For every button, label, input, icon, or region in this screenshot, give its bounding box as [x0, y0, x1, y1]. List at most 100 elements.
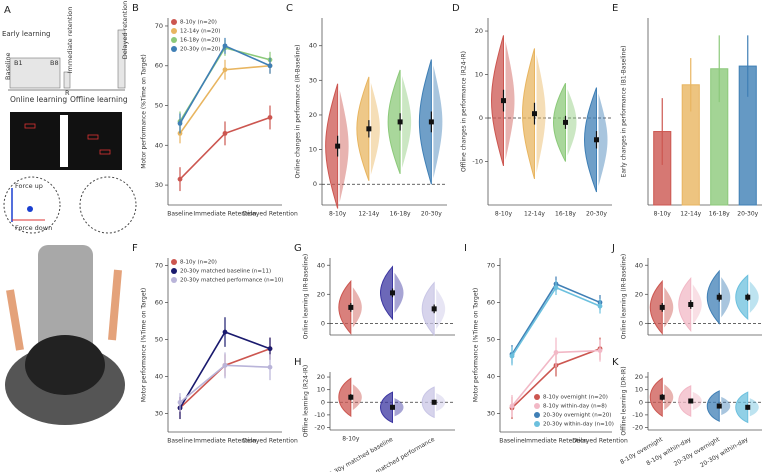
label: Immediate retention	[66, 7, 74, 74]
y-tick-label: 40	[317, 261, 325, 269]
point	[177, 121, 183, 126]
x-tick-label: Delayed Retention	[242, 211, 298, 218]
legend-label: 8-10y (n=20)	[180, 260, 217, 266]
legend-label: 8-10y overnight (n=20)	[543, 395, 608, 401]
y-tick-label: -20	[314, 423, 325, 431]
y-axis-title: Offline changes in performance (R24-IR)	[461, 51, 468, 172]
half-violin	[436, 393, 446, 412]
y-tick-label: 50	[155, 335, 163, 343]
x-tick-label: 8-10y	[342, 436, 360, 443]
y-tick-label: 60	[155, 298, 163, 306]
half-violin	[433, 65, 443, 179]
y-tick-label: 10	[309, 146, 317, 154]
mean	[428, 119, 434, 125]
y-tick-label: 60	[155, 62, 163, 70]
label: Early learning	[2, 30, 50, 38]
y-tick-label: 20	[635, 290, 643, 298]
baseline-block	[9, 57, 61, 89]
half-violin	[380, 265, 393, 321]
half-violin	[649, 377, 663, 418]
point	[177, 399, 183, 405]
mean	[594, 137, 599, 143]
label: Online learning	[10, 95, 67, 104]
panel-label: B	[132, 3, 139, 14]
half-violin	[402, 75, 412, 168]
half-violin	[584, 87, 597, 193]
y-axis-title: Online changes in performance (IR-Baseli…	[295, 45, 302, 179]
half-violin	[706, 390, 720, 422]
y-tick-label: 40	[155, 141, 163, 149]
legend-swatch	[171, 268, 177, 274]
x-tick-label: 20-30y	[586, 211, 607, 218]
half-violin	[491, 35, 504, 166]
y-tick-label: 10	[317, 386, 325, 394]
panel-label: G	[294, 243, 302, 254]
y-tick-label: 40	[155, 372, 163, 380]
person-head	[25, 335, 105, 395]
series-line	[179, 44, 271, 124]
arms	[6, 269, 122, 351]
obstacle	[24, 123, 36, 129]
half-violin	[721, 277, 731, 318]
y-tick-label: -20	[632, 423, 643, 431]
y-tick-label: 0	[479, 114, 483, 122]
half-violin	[370, 82, 380, 175]
y-axis-title: Motor performance (%Time on Target)	[141, 288, 148, 403]
x-tick-label: Baseline	[167, 438, 193, 445]
half-violin	[706, 269, 720, 325]
legend-label: 12-14y (n=20)	[180, 29, 220, 35]
x-tick-label: 8-10y	[495, 211, 513, 218]
y-tick-label: -10	[472, 158, 483, 166]
x-tick-label: 16-18y	[555, 211, 576, 218]
y-tick-label: 40	[487, 372, 495, 380]
legend-swatch	[171, 277, 177, 283]
legend-swatch	[171, 46, 177, 52]
y-tick-label: 10	[635, 386, 643, 394]
ir-block	[63, 71, 71, 89]
point	[509, 353, 515, 359]
zoom-circle	[79, 176, 137, 234]
y-tick-label: 30	[155, 181, 163, 189]
point	[267, 63, 273, 69]
half-violin	[522, 48, 535, 180]
cursor	[27, 206, 33, 212]
x-tick-label: Delayed Retention	[572, 438, 628, 445]
legend-swatch	[171, 19, 177, 25]
mean	[431, 306, 437, 312]
half-violin	[721, 396, 731, 416]
mean	[688, 398, 694, 404]
legend-swatch	[534, 394, 540, 400]
legend-label: 8-10y within-day (n=8)	[543, 404, 607, 410]
y-tick-label: 30	[155, 409, 163, 417]
half-violin	[735, 391, 749, 424]
legend-swatch	[534, 421, 540, 427]
y-axis-title: Offline learning (DR-IR)	[621, 366, 628, 435]
mean	[390, 404, 395, 410]
x-tick-label: Immediate Retention	[193, 438, 256, 445]
y-tick-label: 40	[309, 42, 317, 50]
y-tick-label: 50	[487, 335, 495, 343]
half-violin	[598, 93, 608, 186]
y-tick-label: 0	[639, 398, 643, 406]
y-axis-title: Early changes in performance (B1-Baselin…	[621, 46, 628, 178]
half-violin	[339, 89, 349, 203]
half-violin	[664, 384, 674, 411]
x-tick-label: 20-30y	[737, 211, 758, 218]
point	[267, 115, 273, 120]
half-violin	[505, 41, 515, 160]
half-violin	[352, 287, 362, 328]
y-axis-title: Online learning (IR-Baseline)	[621, 254, 628, 339]
y-tick-label: 70	[155, 261, 163, 269]
y-tick-label: 20	[317, 373, 325, 381]
mean	[335, 143, 341, 149]
half-violin	[749, 281, 759, 314]
label: Force down	[15, 224, 52, 232]
panel-label: E	[612, 3, 618, 14]
half-violin	[421, 386, 435, 419]
half-violin	[394, 398, 404, 417]
half-violin	[338, 377, 352, 418]
x-tick-label: 16-18y	[390, 211, 411, 218]
mean	[688, 301, 694, 307]
y-tick-label: 0	[321, 398, 325, 406]
